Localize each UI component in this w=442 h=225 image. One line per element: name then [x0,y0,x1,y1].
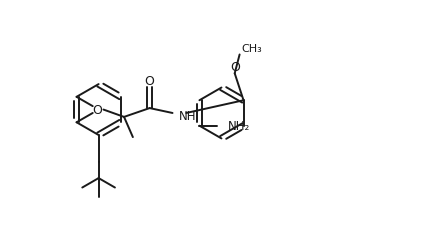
Text: CH₃: CH₃ [241,44,262,54]
Text: NH: NH [179,109,196,122]
Text: O: O [93,104,103,117]
Text: NH₂: NH₂ [228,120,250,133]
Text: O: O [230,61,240,74]
Text: O: O [145,74,155,87]
